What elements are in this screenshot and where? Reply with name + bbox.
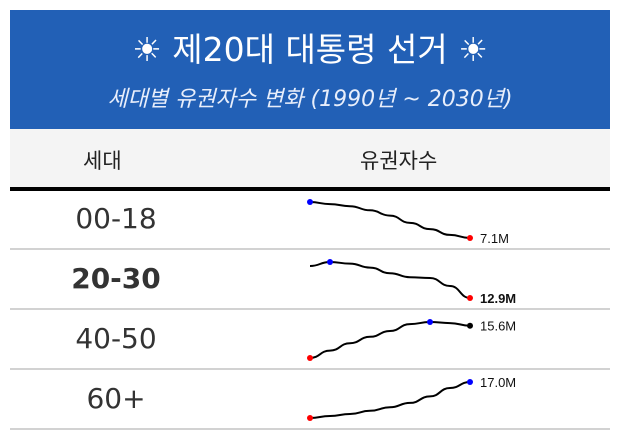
end-point <box>467 322 473 329</box>
chart-subtitle: 세대별 유권자수 변화 (1990년 ~ 2030년) <box>107 87 513 112</box>
generation-label: 20-30 <box>71 262 161 295</box>
column-header-voters: 유권자수 <box>360 149 438 173</box>
table-row: 00-18 7.1M <box>10 190 610 250</box>
end-value-label: 15.6M <box>480 319 516 334</box>
series-line <box>309 260 471 299</box>
max-point <box>307 199 313 205</box>
generation-label: 00-18 <box>75 202 157 235</box>
max-point <box>327 259 333 265</box>
chart-title: ☀ 제20대 대통령 선거 ☀ <box>132 30 488 69</box>
column-header-generation: 세대 <box>83 149 122 173</box>
max-point <box>467 379 473 385</box>
table-row: 20-30 12.9M <box>10 250 610 310</box>
series-line <box>309 381 471 419</box>
sparkline: 7.1M <box>307 199 509 246</box>
max-point <box>427 319 433 325</box>
min-point <box>467 295 473 301</box>
header-banner: ☀ 제20대 대통령 선거 ☀ 세대별 유권자수 변화 (1990년 ~ 203… <box>10 10 610 129</box>
min-point <box>307 355 313 361</box>
end-value-label: 17.0M <box>480 375 516 390</box>
sparkline: 12.9M <box>309 259 516 306</box>
generation-label: 60+ <box>86 382 146 415</box>
end-value-label: 7.1M <box>480 231 509 246</box>
column-header-row: 세대 유권자수 <box>10 129 610 191</box>
end-value-label: 12.9M <box>480 291 516 306</box>
sparkline: 15.6M <box>307 319 516 361</box>
table-row: 40-50 15.6M <box>10 310 610 370</box>
generation-label: 40-50 <box>75 322 157 355</box>
table-row: 60+ 17.0M <box>10 370 610 430</box>
min-point <box>467 235 473 241</box>
series-line <box>309 320 471 359</box>
sparkline: 17.0M <box>307 375 516 421</box>
min-point <box>307 415 313 421</box>
series-line <box>309 201 471 239</box>
